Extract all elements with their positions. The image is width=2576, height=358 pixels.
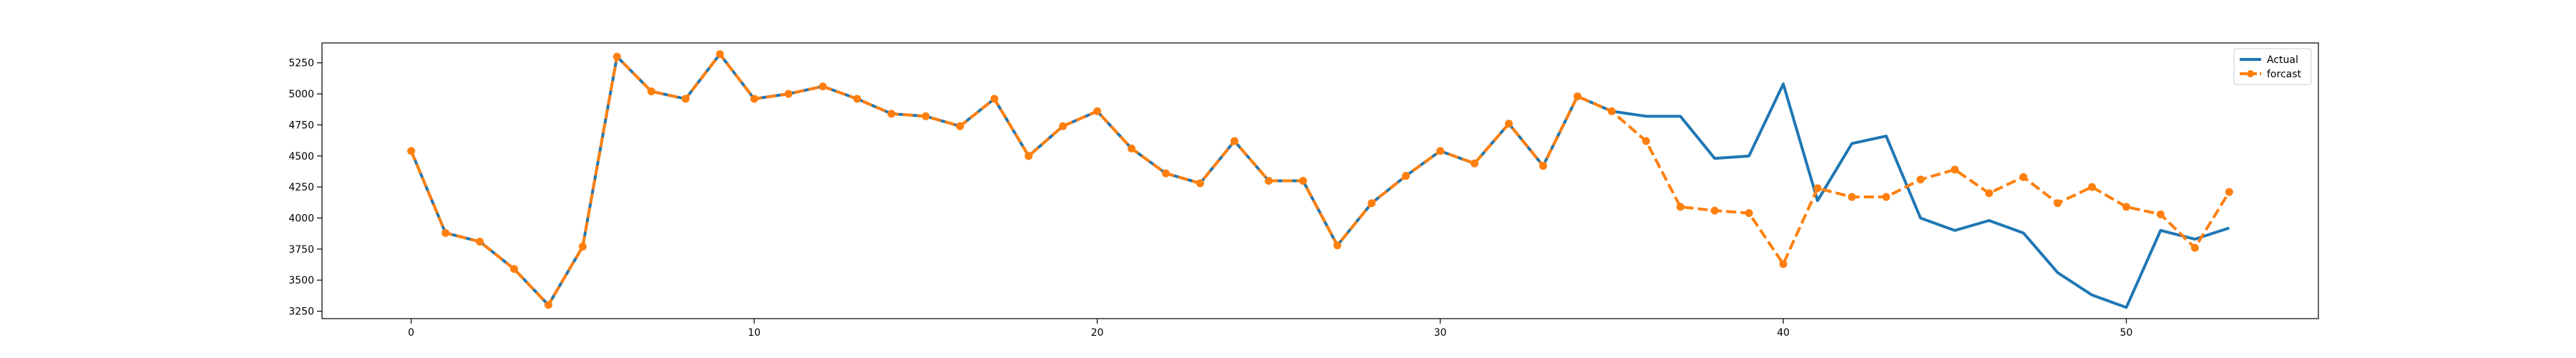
data-point-forcast	[1710, 206, 1719, 215]
x-tick-label: 20	[1091, 327, 1103, 339]
data-point-forcast	[1402, 172, 1410, 180]
legend-label: Actual	[2267, 54, 2298, 66]
data-point-forcast	[784, 90, 793, 98]
data-point-forcast	[887, 110, 896, 118]
data-point-forcast	[578, 242, 587, 251]
data-point-forcast	[1848, 193, 1856, 201]
data-point-forcast	[2019, 173, 2028, 181]
data-point-forcast	[1505, 120, 1513, 128]
data-point-forcast	[716, 50, 724, 59]
data-point-forcast	[407, 147, 416, 155]
data-point-forcast	[441, 228, 450, 237]
x-tick-label: 10	[748, 327, 761, 339]
data-point-forcast	[1882, 193, 1890, 201]
data-point-forcast	[2190, 243, 2199, 252]
data-point-forcast	[1676, 203, 1684, 211]
data-point-forcast	[750, 95, 758, 103]
series-line-forcast	[409, 52, 2231, 306]
data-point-forcast	[2088, 183, 2097, 191]
data-point-forcast	[1367, 199, 1376, 208]
data-point-forcast	[1951, 165, 1959, 174]
legend: Actual forcast	[2233, 48, 2312, 85]
data-point-forcast	[544, 301, 552, 309]
data-point-forcast	[1025, 152, 1033, 160]
data-point-forcast	[922, 112, 930, 120]
data-point-forcast	[1161, 169, 1170, 178]
data-point-forcast	[1574, 92, 1582, 101]
data-point-forcast	[2225, 188, 2233, 196]
data-point-forcast	[2054, 199, 2062, 208]
data-point-forcast	[1127, 144, 1136, 153]
x-tick-label: 0	[408, 327, 414, 339]
data-point-forcast	[647, 87, 655, 96]
axes-frame	[321, 42, 2319, 319]
data-point-forcast	[1779, 260, 1787, 268]
data-point-forcast	[1641, 137, 1650, 145]
plot-area	[322, 43, 2318, 319]
y-tick-label: 3750	[288, 244, 314, 256]
data-point-forcast	[2156, 210, 2165, 218]
data-point-forcast	[1436, 147, 1445, 155]
legend-marker	[2247, 70, 2254, 77]
data-point-forcast	[1230, 137, 1239, 145]
data-point-forcast	[613, 52, 621, 61]
data-point-forcast	[1745, 209, 1753, 218]
data-point-forcast	[990, 95, 999, 103]
series-layer	[407, 50, 2233, 309]
legend-label: forcast	[2267, 69, 2302, 80]
data-point-forcast	[1470, 159, 1479, 168]
series-forcast	[407, 50, 2233, 309]
data-point-forcast	[1916, 175, 1925, 184]
x-tick-label: 50	[2120, 327, 2133, 339]
y-tick-label: 5250	[288, 58, 314, 69]
data-point-forcast	[1299, 177, 1307, 185]
data-point-forcast	[1539, 162, 1548, 170]
y-tick-label: 3250	[288, 306, 314, 318]
data-point-forcast	[476, 237, 484, 246]
y-tick-label: 4000	[288, 213, 314, 225]
data-point-forcast	[1196, 179, 1204, 188]
x-tick-label: 40	[1777, 327, 1790, 339]
y-tick-label: 4750	[288, 120, 314, 131]
axes-layer: 0 10 20 30 40 50 3250 3500 3750 4000 4250 4500 4750 5…	[288, 42, 2319, 339]
data-point-forcast	[1985, 189, 1994, 198]
data-point-forcast	[1607, 107, 1616, 115]
x-tick-label: 30	[1434, 327, 1447, 339]
legend-item-actual: Actual	[2240, 54, 2298, 66]
legend-item-forcast: forcast	[2240, 69, 2302, 80]
y-tick-label: 3500	[288, 275, 314, 286]
data-point-forcast	[1813, 184, 1822, 193]
data-point-forcast	[956, 122, 965, 130]
data-point-forcast	[1333, 241, 1342, 250]
data-point-forcast	[2122, 203, 2131, 211]
data-point-forcast	[853, 95, 862, 103]
y-tick-label: 5000	[288, 89, 314, 100]
data-point-forcast	[819, 82, 827, 91]
data-point-forcast	[681, 95, 690, 103]
data-point-forcast	[1093, 107, 1101, 115]
data-point-forcast	[1058, 122, 1067, 130]
data-point-forcast	[509, 265, 518, 274]
y-tick-label: 4500	[288, 151, 314, 163]
data-point-forcast	[1264, 177, 1273, 185]
y-tick-label: 4250	[288, 182, 314, 193]
plot-background	[322, 43, 2318, 319]
